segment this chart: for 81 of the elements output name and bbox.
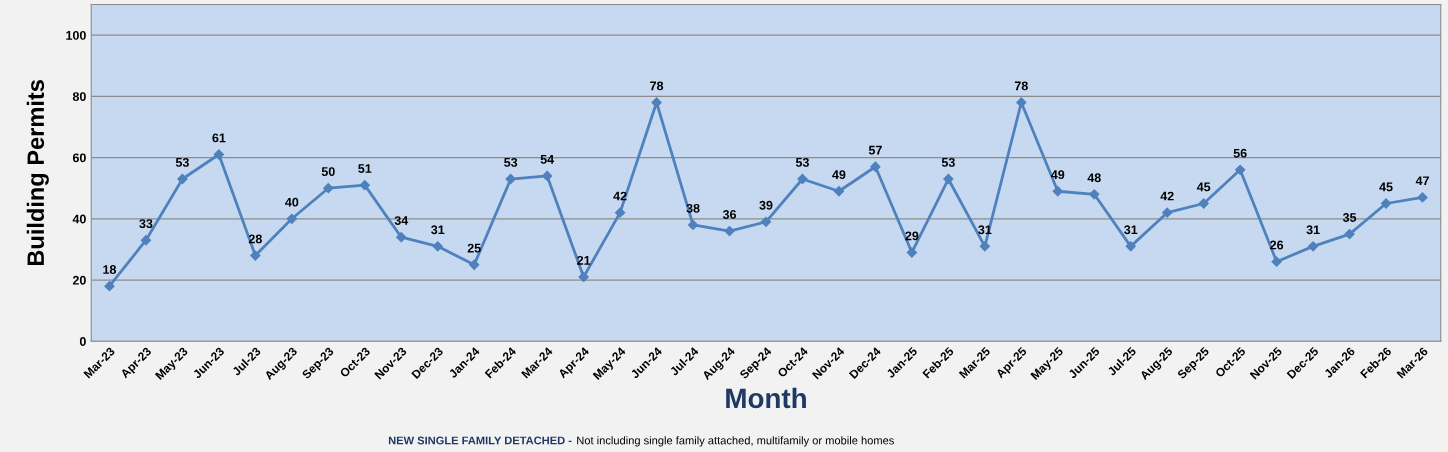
- data-label: 56: [1233, 148, 1247, 158]
- y-tick-label: 20: [72, 275, 86, 285]
- data-label: 53: [175, 157, 189, 167]
- y-tick-label: 80: [72, 92, 86, 102]
- point: [833, 186, 845, 197]
- data-label: 53: [504, 157, 518, 167]
- data-label: 28: [248, 234, 262, 244]
- data-label: 21: [577, 255, 591, 265]
- data-label: 31: [978, 225, 992, 235]
- data-label: 33: [139, 219, 153, 229]
- data-label: 78: [650, 81, 664, 91]
- data-label: 26: [1270, 240, 1284, 250]
- data-label: 35: [1342, 213, 1357, 222]
- point: [870, 161, 881, 172]
- data-label: 47: [1415, 176, 1429, 186]
- text: NEW SINGLE FAMILY DETACHED -: [388, 436, 572, 445]
- data-label: 36: [722, 210, 737, 219]
- data-label: 31: [431, 225, 445, 235]
- data-label: 25: [467, 243, 481, 253]
- point: [979, 241, 990, 252]
- data-label: 45: [1196, 182, 1211, 192]
- point: [1307, 241, 1319, 252]
- text: Not including single family attached, multifamily or mobile homes: [577, 436, 894, 447]
- point: [1016, 97, 1027, 108]
- data-label: 34: [394, 216, 409, 225]
- y-tick-label: 100: [66, 30, 86, 40]
- point: [687, 219, 699, 231]
- point: [943, 173, 954, 185]
- point: [1162, 207, 1173, 218]
- data-label: 31: [1124, 225, 1138, 235]
- y-tick-label: 60: [72, 153, 86, 163]
- y-tick-label: 0: [79, 337, 86, 346]
- data-label: 61: [212, 133, 226, 143]
- point: [1271, 256, 1282, 267]
- data-label: 51: [358, 164, 372, 173]
- point: [1089, 189, 1100, 200]
- data-label: 31: [1306, 225, 1320, 235]
- data-label: 18: [103, 265, 117, 274]
- point: [1125, 241, 1136, 252]
- point: [1417, 192, 1428, 203]
- point: [906, 247, 918, 258]
- point: [1235, 164, 1246, 175]
- point: [542, 170, 553, 182]
- point: [140, 235, 152, 246]
- point: [177, 173, 188, 185]
- data-label: 78: [1014, 81, 1028, 91]
- data-label: 50: [321, 167, 335, 176]
- point: [578, 271, 589, 283]
- data-label: 57: [868, 145, 882, 155]
- point: [505, 173, 516, 185]
- point: [1052, 186, 1063, 197]
- point: [213, 149, 224, 160]
- point: [359, 180, 370, 191]
- y-axis-title: Building Permits: [26, 80, 49, 266]
- data-label: 42: [613, 191, 627, 201]
- point: [469, 259, 480, 270]
- x-axis-title: Month: [726, 387, 806, 409]
- point: [396, 232, 407, 243]
- point: [286, 213, 297, 224]
- data-label: 53: [795, 157, 809, 167]
- point: [432, 241, 443, 252]
- y-tick-label: 40: [72, 214, 86, 224]
- data-label: 29: [905, 231, 919, 241]
- data-label: 49: [832, 170, 846, 180]
- data-label: 49: [1051, 170, 1065, 180]
- data-label: 42: [1160, 191, 1174, 201]
- point: [1344, 229, 1355, 240]
- point: [250, 250, 261, 261]
- point: [323, 183, 334, 194]
- data-label: 45: [1379, 182, 1393, 192]
- point: [614, 207, 626, 218]
- data-label: 54: [540, 155, 555, 164]
- point: [1198, 198, 1209, 209]
- data-label: 39: [759, 200, 773, 210]
- point: [760, 216, 772, 227]
- data-label: 53: [941, 157, 955, 167]
- data-label: 40: [285, 197, 299, 207]
- point: [104, 281, 115, 292]
- data-label: 38: [686, 203, 700, 213]
- data-label: 48: [1087, 173, 1101, 183]
- point: [651, 97, 662, 108]
